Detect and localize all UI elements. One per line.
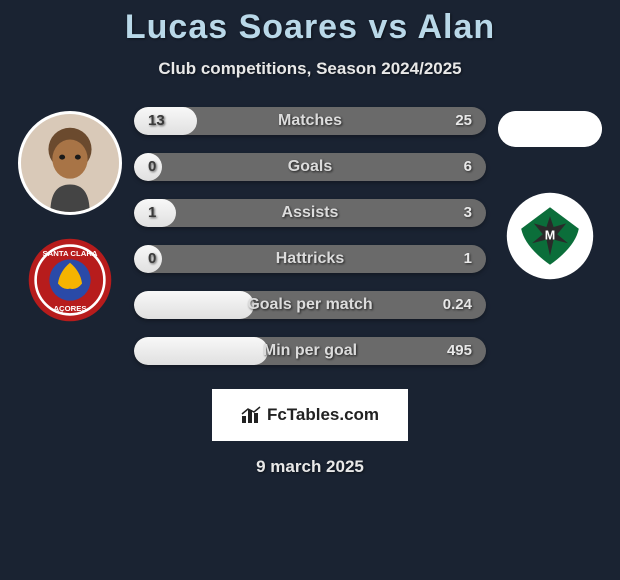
stat-value-right: 6 bbox=[464, 153, 472, 181]
player-left-column: SANTA CLARA AÇORES bbox=[10, 107, 130, 323]
footer-date: 9 march 2025 bbox=[0, 457, 620, 477]
stat-value-right: 25 bbox=[455, 107, 472, 135]
stat-value-right: 0.24 bbox=[443, 291, 472, 319]
player-avatar-placeholder-icon bbox=[498, 111, 602, 147]
player-avatar-icon bbox=[21, 114, 119, 212]
svg-text:SANTA CLARA: SANTA CLARA bbox=[43, 249, 98, 258]
stat-value-right: 495 bbox=[447, 337, 472, 365]
footer-site-label: FcTables.com bbox=[267, 405, 379, 425]
club-badge-icon: SANTA CLARA AÇORES bbox=[27, 237, 113, 323]
stat-label: Goals per match bbox=[134, 291, 486, 319]
stat-label: Matches bbox=[134, 107, 486, 135]
svg-text:M: M bbox=[545, 229, 556, 243]
footer-logo: FcTables.com bbox=[212, 389, 408, 441]
stat-label: Assists bbox=[134, 199, 486, 227]
player-right-club-badge: M bbox=[505, 191, 595, 281]
stat-value-right: 1 bbox=[464, 245, 472, 273]
footer-logo-text: FcTables.com bbox=[241, 405, 379, 425]
stat-value-left: 0 bbox=[148, 245, 156, 273]
player-right-avatar bbox=[498, 111, 602, 147]
player-right-column: M bbox=[490, 107, 610, 281]
stat-label: Hattricks bbox=[134, 245, 486, 273]
stat-row: Assists1 3 bbox=[134, 199, 486, 227]
stat-value-left: 0 bbox=[148, 153, 156, 181]
stat-label: Goals bbox=[134, 153, 486, 181]
stat-value-left: 13 bbox=[148, 107, 165, 135]
page-title: Lucas Soares vs Alan bbox=[0, 8, 620, 47]
svg-text:AÇORES: AÇORES bbox=[53, 304, 86, 313]
page-subtitle: Club competitions, Season 2024/2025 bbox=[0, 59, 620, 79]
player-left-avatar bbox=[18, 111, 122, 215]
stat-row: Hattricks0 1 bbox=[134, 245, 486, 273]
stat-row: Goals per match0.24 bbox=[134, 291, 486, 319]
stat-row: Matches13 25 bbox=[134, 107, 486, 135]
bars-icon bbox=[241, 406, 263, 424]
stat-row: Min per goal495 bbox=[134, 337, 486, 365]
comparison-panel: SANTA CLARA AÇORES Matches1325Goals06Ass… bbox=[0, 107, 620, 383]
stat-row: Goals0 6 bbox=[134, 153, 486, 181]
club-badge-icon: M bbox=[505, 191, 595, 281]
stat-bars: Matches1325Goals06Assists13Hattricks01Go… bbox=[130, 107, 490, 383]
stat-value-right: 3 bbox=[464, 199, 472, 227]
stat-label: Min per goal bbox=[134, 337, 486, 365]
stat-value-left: 1 bbox=[148, 199, 156, 227]
player-left-club-badge: SANTA CLARA AÇORES bbox=[27, 237, 113, 323]
